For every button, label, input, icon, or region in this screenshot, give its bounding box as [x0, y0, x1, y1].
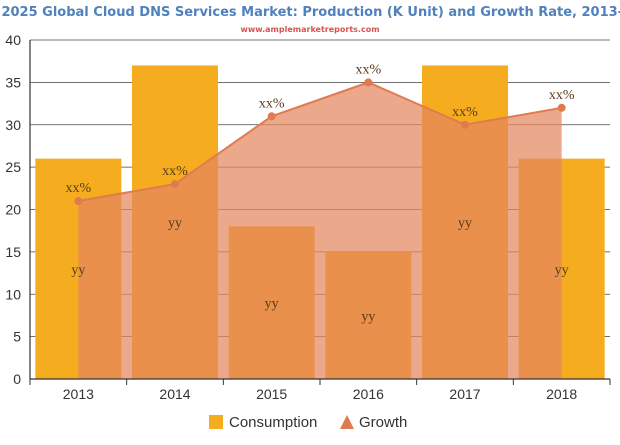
legend-consumption-swatch: [209, 415, 223, 429]
chart-subtitle: www.amplemarketreports.com: [240, 25, 379, 34]
bar-data-label: yy: [458, 216, 472, 231]
legend-consumption-label: Consumption: [229, 414, 317, 431]
growth-point: [74, 197, 83, 206]
legend-growth-swatch: [340, 415, 354, 429]
legend-growth-label: Growth: [359, 414, 407, 431]
bar-data-label: yy: [361, 309, 375, 324]
y-tick-label: 25: [5, 159, 21, 175]
y-tick-label: 15: [5, 244, 21, 260]
growth-data-label: xx%: [452, 105, 478, 120]
y-tick-label: 30: [5, 117, 21, 133]
growth-point: [364, 78, 373, 87]
y-tick-label: 0: [13, 371, 21, 387]
growth-line: [78, 81, 562, 203]
growth-data-label: xx%: [259, 96, 285, 111]
growth-data-label: xx%: [355, 62, 381, 77]
chart-title: 2020 2025 Global Cloud DNS Services Mark…: [0, 5, 620, 20]
bar-data-label: yy: [555, 263, 569, 278]
x-tick-label: 2017: [449, 386, 480, 402]
y-tick-label: 10: [5, 286, 21, 302]
growth-area: [78, 82, 562, 379]
growth-point: [267, 112, 276, 121]
x-tick-label: 2016: [353, 386, 384, 402]
y-tick-label: 40: [5, 32, 21, 48]
growth-data-label: xx%: [65, 181, 91, 196]
growth-data-label: xx%: [162, 164, 188, 179]
growth-point: [171, 180, 179, 189]
growth-point: [461, 120, 469, 129]
x-tick-label: 2018: [546, 386, 577, 402]
y-tick-label: 35: [5, 74, 21, 90]
y-tick-label: 20: [5, 202, 21, 218]
x-tick-label: 2015: [256, 386, 287, 402]
bar-data-label: yy: [168, 216, 182, 231]
y-tick-label: 5: [13, 329, 21, 345]
growth-point: [557, 103, 566, 112]
bar-data-label: yy: [71, 263, 85, 278]
x-tick-label: 2013: [63, 386, 94, 402]
bar-data-label: yy: [265, 297, 279, 312]
growth-data-label: xx%: [549, 88, 575, 103]
x-tick-label: 2014: [159, 386, 190, 402]
